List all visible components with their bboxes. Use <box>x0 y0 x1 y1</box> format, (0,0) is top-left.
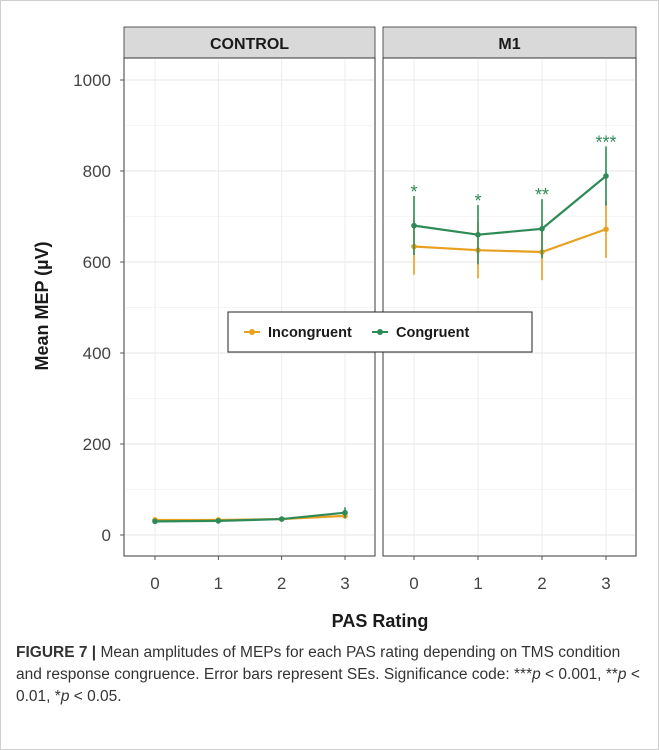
x-tick-label: 2 <box>277 574 286 593</box>
significance-label: ** <box>535 185 549 205</box>
data-point-congruent <box>475 231 481 238</box>
x-tick-label: 0 <box>409 574 418 593</box>
legend-marker-congruent <box>377 329 383 335</box>
facet-strip-control <box>123 26 376 59</box>
caption-separator: | <box>91 644 97 661</box>
significance-label: *** <box>595 132 616 152</box>
significance-label: * <box>410 182 417 202</box>
x-tick-label: 3 <box>601 574 610 593</box>
caption-text: Mean amplitudes of MEPs for each PAS rat… <box>16 644 621 683</box>
y-tick-label: 200 <box>83 435 111 454</box>
facet-strip-m1 <box>382 26 637 59</box>
panel-border <box>382 57 637 557</box>
facet-label-control: CONTROL <box>210 36 289 53</box>
data-point-congruent <box>539 225 545 232</box>
data-point-congruent <box>152 518 158 525</box>
series-line-incongruent <box>413 228 607 254</box>
x-tick-label: 2 <box>537 574 546 593</box>
sig-code-3: *p < 0.05. <box>54 688 122 705</box>
data-point-incongruent <box>603 226 609 233</box>
y-tick-label: 600 <box>83 253 111 272</box>
x-tick-label: 1 <box>214 574 223 593</box>
legend-marker-incongruent <box>249 329 255 335</box>
caption-label: FIGURE 7 <box>16 644 88 661</box>
panel-border <box>123 57 376 557</box>
y-tick-label: 1000 <box>73 71 111 90</box>
series-line-congruent <box>154 511 346 523</box>
x-tick-label: 0 <box>150 574 159 593</box>
figure-caption: FIGURE 7 | Mean amplitudes of MEPs for e… <box>16 642 646 708</box>
sig-code-2: **p < 0.01, <box>16 666 640 705</box>
legend-label-incongruent: Incongruent <box>268 325 352 341</box>
data-point-congruent <box>411 222 417 229</box>
data-point-congruent <box>215 518 222 524</box>
sig-code-1: ***p < 0.001, <box>514 666 606 683</box>
panel-control <box>123 57 376 557</box>
panel-m1 <box>382 57 637 557</box>
data-point-congruent <box>278 516 285 522</box>
y-tick-label: 0 <box>102 526 111 545</box>
series-line-congruent <box>413 175 607 236</box>
y-tick-label: 400 <box>83 344 111 363</box>
x-axis-title: PAS Rating <box>332 611 429 631</box>
significance-label: * <box>474 191 481 211</box>
y-tick-label: 800 <box>83 162 111 181</box>
x-tick-label: 1 <box>473 574 482 593</box>
x-tick-label: 3 <box>340 574 349 593</box>
facet-label-m1: M1 <box>498 36 520 53</box>
y-axis-title: Mean MEP (µV) <box>32 241 52 370</box>
legend-label-congruent: Congruent <box>396 325 469 341</box>
data-point-congruent <box>342 509 348 516</box>
data-point-congruent <box>603 173 609 179</box>
